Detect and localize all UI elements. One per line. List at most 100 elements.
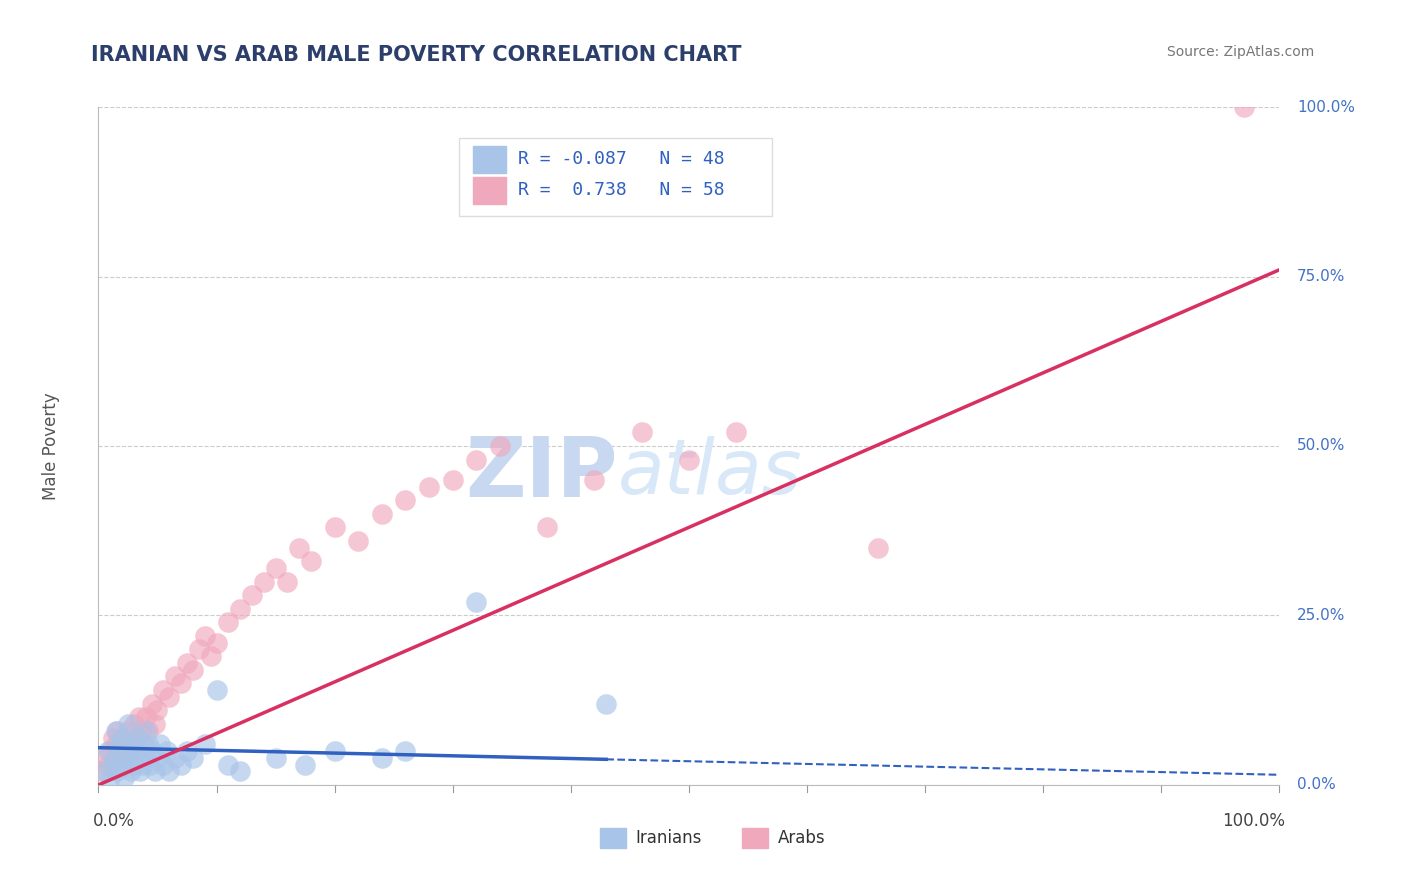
Point xyxy=(205,635,228,649)
Point xyxy=(536,520,558,534)
Point xyxy=(725,425,748,440)
Point xyxy=(253,574,276,589)
Point xyxy=(128,764,150,779)
Point xyxy=(93,764,115,779)
Point xyxy=(149,737,172,751)
Point xyxy=(97,744,120,758)
Text: 100.0%: 100.0% xyxy=(1222,812,1285,830)
Point xyxy=(141,697,163,711)
Point xyxy=(276,574,298,589)
Point xyxy=(156,744,179,758)
Point xyxy=(117,751,139,765)
Text: Source: ZipAtlas.com: Source: ZipAtlas.com xyxy=(1167,45,1315,59)
Point xyxy=(465,452,488,467)
Point xyxy=(371,751,394,765)
Point xyxy=(200,649,222,664)
Point xyxy=(394,493,416,508)
Point xyxy=(121,737,143,751)
Point xyxy=(117,717,139,731)
Point xyxy=(394,744,416,758)
Point xyxy=(678,452,700,467)
Point xyxy=(122,757,145,772)
Bar xyxy=(472,177,506,204)
Point xyxy=(105,751,128,765)
Point xyxy=(165,751,187,765)
Text: 0.0%: 0.0% xyxy=(1298,778,1336,792)
Point xyxy=(181,751,204,765)
Text: Arabs: Arabs xyxy=(778,829,825,847)
Point xyxy=(125,731,148,745)
Point xyxy=(108,744,131,758)
Point xyxy=(101,731,124,745)
Text: Male Poverty: Male Poverty xyxy=(42,392,60,500)
Point xyxy=(105,737,128,751)
Point xyxy=(1233,100,1256,114)
Point xyxy=(143,764,166,779)
Point xyxy=(105,723,128,738)
Point xyxy=(111,731,134,745)
Point xyxy=(264,561,287,575)
Point xyxy=(165,669,187,683)
Point xyxy=(127,731,149,745)
FancyBboxPatch shape xyxy=(458,137,772,216)
Point xyxy=(240,588,263,602)
Point xyxy=(170,757,193,772)
Point xyxy=(128,710,150,724)
Point xyxy=(122,737,145,751)
Point xyxy=(176,744,198,758)
Point xyxy=(264,751,287,765)
Point xyxy=(465,595,488,609)
Point xyxy=(288,541,311,555)
Point xyxy=(112,771,135,785)
Point xyxy=(152,757,174,772)
Point xyxy=(105,764,128,779)
Point xyxy=(157,764,180,779)
Point xyxy=(323,744,346,758)
Text: ZIP: ZIP xyxy=(465,433,619,514)
Bar xyxy=(600,828,626,848)
Point xyxy=(143,717,166,731)
Point xyxy=(299,554,322,568)
Point xyxy=(101,757,124,772)
Point xyxy=(122,717,145,731)
Point xyxy=(371,507,394,521)
Point xyxy=(229,764,252,779)
Point xyxy=(489,439,512,453)
Point xyxy=(98,744,121,758)
Point xyxy=(146,751,169,765)
Point xyxy=(630,425,652,440)
Point xyxy=(97,757,120,772)
Point xyxy=(194,629,217,643)
Point xyxy=(229,601,252,615)
Bar xyxy=(472,145,506,173)
Text: 100.0%: 100.0% xyxy=(1298,100,1355,114)
Point xyxy=(108,737,131,751)
Point xyxy=(111,757,134,772)
Text: 25.0%: 25.0% xyxy=(1298,608,1346,623)
Point xyxy=(217,757,239,772)
Point xyxy=(136,723,159,738)
Point xyxy=(135,710,157,724)
Point xyxy=(125,751,148,765)
Text: Iranians: Iranians xyxy=(636,829,702,847)
Point xyxy=(294,757,316,772)
Point xyxy=(441,473,464,487)
Point xyxy=(157,690,180,704)
Text: atlas: atlas xyxy=(619,436,803,510)
Point xyxy=(93,751,115,765)
Point xyxy=(205,683,228,698)
Point xyxy=(104,751,127,765)
Point xyxy=(170,676,193,690)
Point xyxy=(141,744,163,758)
Point xyxy=(176,656,198,670)
Point xyxy=(139,757,162,772)
Text: 0.0%: 0.0% xyxy=(93,812,135,830)
Point xyxy=(105,723,128,738)
Point xyxy=(129,744,152,758)
Point xyxy=(115,744,138,758)
Point xyxy=(135,723,157,738)
Point xyxy=(132,757,155,772)
Point xyxy=(187,642,209,657)
Point xyxy=(181,663,204,677)
Point xyxy=(117,723,139,738)
